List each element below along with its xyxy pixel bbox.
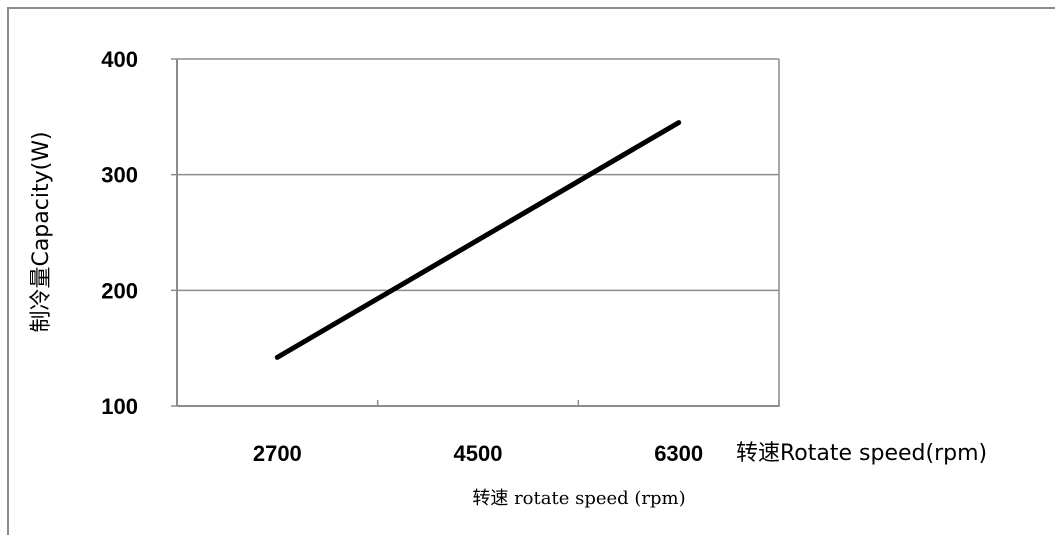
chart-frame	[7, 7, 1055, 535]
y-tick-label: 400	[101, 47, 138, 72]
series-lines	[274, 120, 682, 360]
x-tick-labels: 2700 4500 6300	[253, 441, 703, 466]
y-tick-labels: 100 200 300 400	[101, 47, 138, 419]
y-axis-title: 制冷量Capacity(W)	[29, 131, 54, 332]
x-tick-label: 2700	[253, 441, 302, 466]
series-line	[274, 120, 682, 360]
x-tick-label: 6300	[654, 441, 703, 466]
axes	[176, 59, 780, 407]
y-tick-label: 100	[101, 394, 138, 419]
y-tick-label: 300	[101, 163, 138, 188]
x-tick-label: 4500	[454, 441, 503, 466]
x-axis-side-label: 转速Rotate speed(rpm)	[736, 441, 987, 466]
grid-lines	[171, 58, 780, 407]
x-axis-title: 转速 rotate speed (rpm)	[472, 488, 685, 509]
y-tick-label: 200	[101, 278, 138, 303]
